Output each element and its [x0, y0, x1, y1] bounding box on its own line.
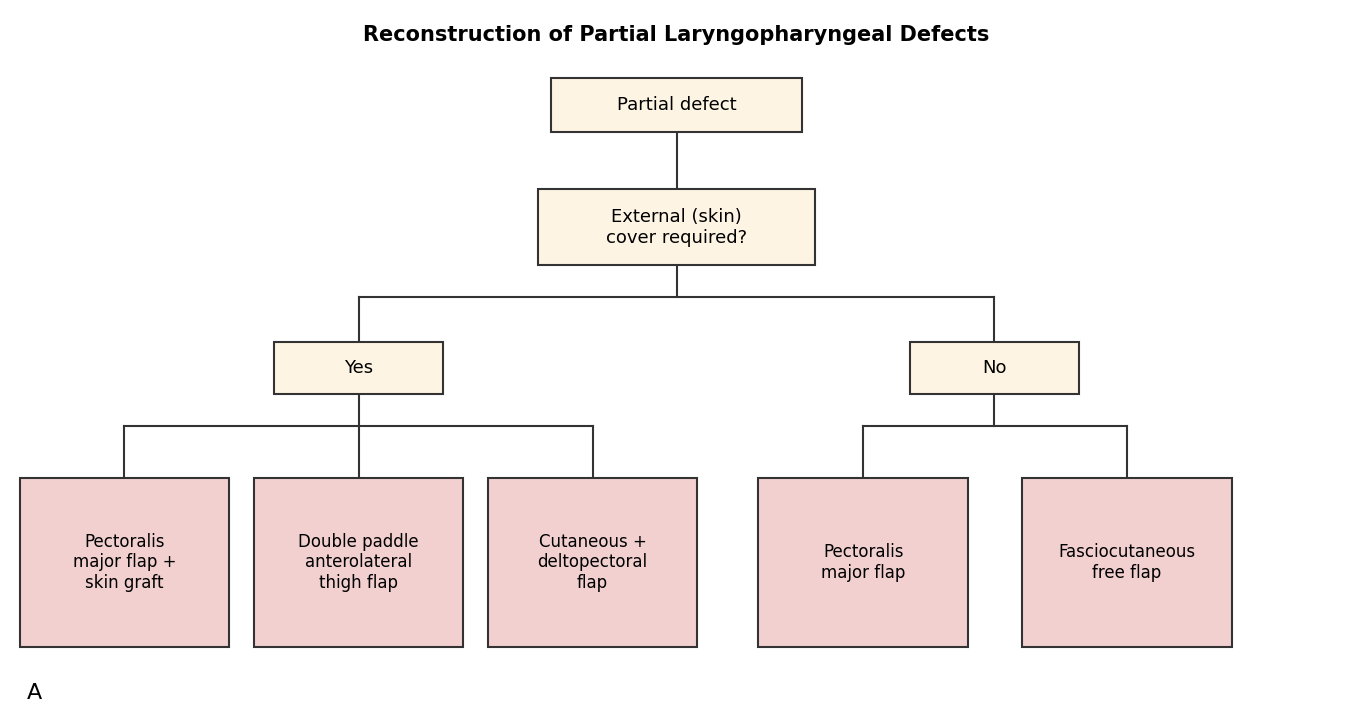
Text: A: A: [27, 683, 42, 703]
FancyBboxPatch shape: [273, 342, 444, 394]
Text: Double paddle
anterolateral
thigh flap: Double paddle anterolateral thigh flap: [298, 533, 419, 592]
Text: Cutaneous +
deltopectoral
flap: Cutaneous + deltopectoral flap: [537, 533, 648, 592]
FancyBboxPatch shape: [254, 477, 463, 647]
Text: External (skin)
cover required?: External (skin) cover required?: [606, 208, 747, 247]
Text: Fasciocutaneous
free flap: Fasciocutaneous free flap: [1058, 543, 1196, 582]
FancyBboxPatch shape: [1023, 477, 1233, 647]
Text: Reconstruction of Partial Laryngopharyngeal Defects: Reconstruction of Partial Laryngopharyng…: [364, 25, 989, 45]
FancyBboxPatch shape: [909, 342, 1080, 394]
Text: Pectoralis
major flap +
skin graft: Pectoralis major flap + skin graft: [73, 533, 176, 592]
Text: Partial defect: Partial defect: [617, 96, 736, 113]
FancyBboxPatch shape: [538, 189, 815, 265]
Text: Yes: Yes: [344, 359, 373, 376]
Text: Pectoralis
major flap: Pectoralis major flap: [821, 543, 905, 582]
FancyBboxPatch shape: [487, 477, 698, 647]
FancyBboxPatch shape: [758, 477, 969, 647]
FancyBboxPatch shape: [552, 78, 801, 131]
FancyBboxPatch shape: [19, 477, 229, 647]
Text: No: No: [982, 359, 1007, 376]
